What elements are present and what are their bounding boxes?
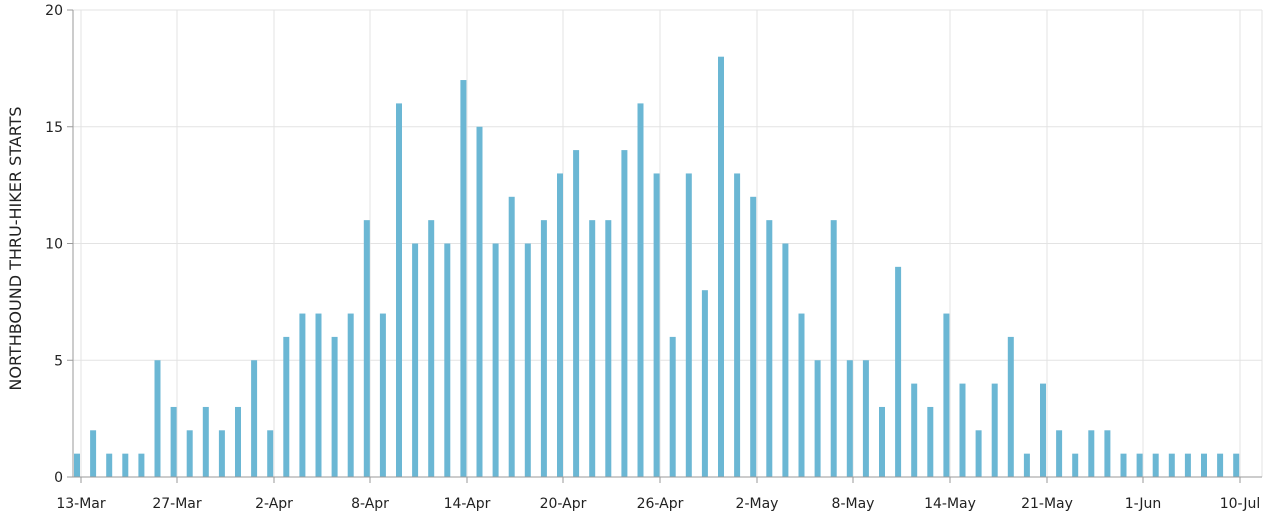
bar (460, 80, 467, 478)
bar (685, 173, 692, 477)
bar (138, 453, 145, 477)
y-tick-label: 0 (54, 470, 63, 486)
bar (1184, 453, 1191, 477)
x-tick-label: 1-Jun (1125, 496, 1162, 512)
bar (170, 406, 177, 477)
bar (476, 126, 483, 477)
bar (1201, 453, 1207, 477)
bar (379, 313, 386, 477)
bar (1088, 430, 1095, 477)
x-tick-label: 8-Apr (351, 496, 389, 512)
bar (1023, 453, 1030, 477)
bar (202, 406, 209, 477)
bar (74, 453, 80, 477)
bar (718, 56, 724, 477)
bar (605, 220, 612, 477)
bar (444, 243, 451, 477)
bar (943, 313, 950, 477)
bar (1233, 453, 1240, 477)
bar (1152, 453, 1159, 477)
bar (701, 290, 708, 477)
bar (1168, 453, 1175, 477)
x-tick-label: 2-Apr (255, 496, 293, 512)
bar (669, 336, 676, 477)
bar (90, 430, 97, 477)
bar (524, 243, 531, 477)
bar (154, 360, 161, 477)
x-tick-label: 10-Jul (1220, 496, 1261, 512)
bar (267, 430, 274, 477)
bar (1104, 430, 1111, 477)
bar (540, 220, 547, 477)
y-tick-label: 15 (45, 120, 63, 136)
bar (106, 453, 113, 477)
x-tick-label: 14-Apr (444, 496, 491, 512)
bar (653, 173, 660, 477)
bar (1136, 453, 1143, 477)
bar (1007, 336, 1014, 477)
bar (122, 453, 129, 477)
x-tick-label: 2-May (736, 496, 779, 512)
bar (1056, 430, 1063, 477)
bar (991, 383, 998, 477)
x-tick-label: 26-Apr (637, 496, 684, 512)
bar (766, 220, 773, 477)
gridlines (73, 9, 1263, 477)
bar (396, 103, 402, 478)
bar (734, 173, 741, 477)
bar (589, 220, 596, 477)
bar (557, 173, 563, 477)
bar (235, 406, 241, 477)
bar (1217, 453, 1224, 477)
y-tick-label: 20 (45, 3, 63, 19)
y-axis-ticks: 0 5 10 15 20 (45, 3, 73, 486)
bar (814, 360, 821, 477)
bar (782, 243, 789, 477)
bar (363, 220, 370, 477)
bar (251, 360, 258, 477)
bar (846, 360, 853, 477)
bar (862, 360, 869, 477)
x-tick-label: 8-May (832, 496, 875, 512)
x-tick-label: 13-Mar (56, 496, 106, 512)
bar (830, 220, 837, 477)
x-tick-label: 21-May (1021, 496, 1073, 512)
bar (1120, 453, 1127, 477)
bar (975, 430, 982, 477)
bar (927, 406, 934, 477)
bar (621, 150, 628, 477)
x-tick-label: 14-May (924, 496, 976, 512)
bar (347, 313, 354, 477)
bar (283, 336, 290, 477)
bar (637, 103, 644, 478)
y-tick-label: 10 (45, 237, 63, 253)
bar (428, 220, 435, 477)
x-axis-ticks: 13-Mar 27-Mar 2-Apr 8-Apr 14-Apr 20-Apr 26-Apr… (56, 477, 1260, 512)
y-tick-label: 5 (54, 353, 63, 369)
y-axis-title: NORTHBOUND THRU-HIKER STARTS (6, 106, 25, 390)
bar (750, 196, 757, 478)
bar (315, 313, 322, 477)
bar (879, 406, 885, 477)
bar (299, 313, 306, 477)
bar (798, 313, 805, 477)
bar (186, 430, 193, 477)
x-tick-label: 27-Mar (152, 496, 202, 512)
bar (959, 383, 966, 477)
bar (1040, 383, 1046, 477)
x-tick-label: 20-Apr (540, 496, 587, 512)
bar (895, 266, 902, 477)
bar (218, 430, 225, 477)
bar (492, 243, 499, 477)
bar (508, 196, 515, 478)
bar (412, 243, 419, 477)
bar (331, 336, 338, 477)
bars (74, 56, 1240, 478)
bar (911, 383, 918, 477)
bar (573, 150, 580, 477)
bar (1072, 453, 1079, 477)
